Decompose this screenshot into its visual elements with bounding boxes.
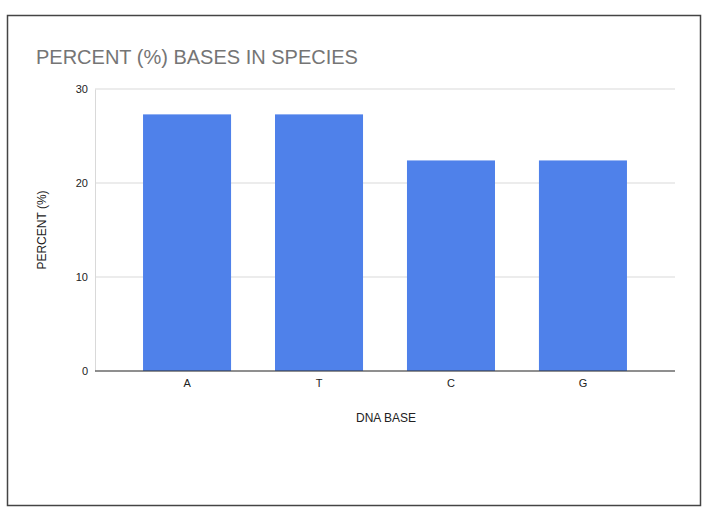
bar <box>407 160 495 371</box>
grid-line <box>95 89 675 90</box>
x-tick: G <box>579 371 588 389</box>
x-tick-label: C <box>447 377 455 389</box>
y-tick: 20 <box>76 177 95 189</box>
x-tick: T <box>316 371 323 389</box>
x-tick-label: T <box>316 377 323 389</box>
x-axis-title: DNA BASE <box>356 411 416 425</box>
bar <box>143 114 231 371</box>
y-tick-label: 20 <box>76 177 88 189</box>
grid-line <box>95 371 675 372</box>
x-tick-label: G <box>579 377 588 389</box>
y-tick-label: 10 <box>76 271 88 283</box>
y-tick-label: 30 <box>76 83 88 95</box>
x-tick: A <box>183 371 191 389</box>
x-tick-label: A <box>183 377 191 389</box>
frame <box>8 16 701 506</box>
x-axis-line <box>95 370 675 371</box>
bar <box>275 114 363 371</box>
y-axis: 0 10 20 30 <box>76 83 96 377</box>
y-axis-line <box>95 90 96 372</box>
y-tick: 0 <box>82 365 95 377</box>
x-tick: C <box>447 371 455 389</box>
x-axis: ATCG <box>95 371 675 389</box>
grid <box>95 89 675 371</box>
y-tick: 30 <box>76 83 95 95</box>
y-tick: 10 <box>76 271 95 283</box>
chart: 0 10 20 30 A T C G PERCENT (%) BASES IN SPECIES D… <box>0 0 709 515</box>
y-axis-title: PERCENT (%) <box>35 190 49 269</box>
title: PERCENT (%) BASES IN SPECIES <box>36 46 358 68</box>
bars <box>143 114 627 371</box>
bar <box>539 160 627 371</box>
y-tick-label: 0 <box>82 365 88 377</box>
